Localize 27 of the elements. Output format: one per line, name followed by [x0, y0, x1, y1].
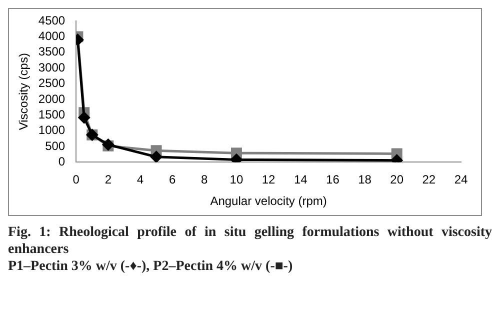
y-tick-label: 4500	[38, 13, 66, 28]
y-tick-label: 2000	[38, 92, 66, 106]
x-tick-label: 2	[104, 172, 112, 187]
text: Fig. 1: Rheological profile of in situ gelling formulations without viscosity enhancers	[8, 224, 492, 258]
x-tick-label: 8	[201, 172, 208, 187]
y-tick-label: 500	[45, 138, 66, 153]
x-tick-label: 4	[136, 172, 144, 187]
y-tick-label: 4000	[38, 29, 66, 43]
x-tick-label: 20	[390, 172, 404, 187]
y-tick-label: 3000	[38, 60, 66, 74]
x-tick-label: 14	[294, 172, 308, 187]
y-tick-label: 3500	[38, 44, 66, 59]
y-tick-label: 1000	[38, 123, 66, 138]
x-axis-title: Angular velocity (rpm)	[210, 194, 327, 208]
x-tick-label: 16	[326, 172, 340, 187]
y-axis-title: Viscosity (cps)	[16, 53, 31, 130]
x-tick-label: 18	[358, 172, 372, 187]
text: P1–Pectin 3% w/v (-♦-), P2–Pectin 4% w/v (-■-)	[8, 258, 294, 275]
x-tick-label: 10	[230, 172, 244, 187]
x-tick-label: 22	[422, 172, 436, 187]
x-tick-label: 6	[168, 172, 176, 187]
y-tick-label: 2500	[38, 76, 66, 90]
x-tick-label: 24	[454, 172, 468, 187]
x-tick-label: 0	[72, 172, 80, 187]
y-tick-label: 0	[58, 154, 66, 169]
x-tick-label: 12	[262, 172, 276, 187]
y-tick-label: 1500	[38, 107, 66, 122]
